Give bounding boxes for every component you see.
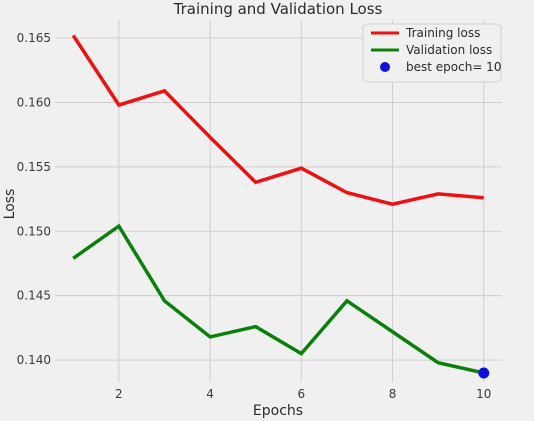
y-axis-title: Loss xyxy=(2,189,18,220)
x-tick-label: 8 xyxy=(389,387,397,401)
training-loss-line xyxy=(71,34,484,207)
x-tick-label: 2 xyxy=(115,387,123,401)
legend-label-training: Training loss xyxy=(405,26,480,40)
y-tick-label: 0.160 xyxy=(17,95,51,109)
x-tick-label: 4 xyxy=(206,387,214,401)
validation-loss-line xyxy=(72,223,485,375)
legend: Training loss Validation loss best epoch… xyxy=(362,23,502,83)
best-epoch-marker xyxy=(478,367,490,379)
legend-label-validation: Validation loss xyxy=(406,43,492,57)
y-tick-label: 0.140 xyxy=(17,353,51,367)
series-layer xyxy=(71,34,490,379)
tick-labels: 2 4 6 8 10 0.140 0.145 0.150 0.155 0.160 0.165 xyxy=(17,31,492,401)
y-tick-label: 0.145 xyxy=(17,289,51,303)
y-tick-label: 0.155 xyxy=(17,160,51,174)
x-axis-title: Epochs xyxy=(253,403,303,419)
legend-box xyxy=(362,23,502,83)
legend-marker-best-epoch xyxy=(380,62,390,72)
y-tick-label: 0.150 xyxy=(17,224,51,238)
x-tick-label: 6 xyxy=(297,387,305,401)
chart-title: Training and Validation Loss xyxy=(173,0,383,18)
legend-label-best-epoch: best epoch= 10 xyxy=(406,60,501,74)
x-tick-label: 10 xyxy=(476,387,491,401)
y-tick-label: 0.165 xyxy=(17,31,51,45)
